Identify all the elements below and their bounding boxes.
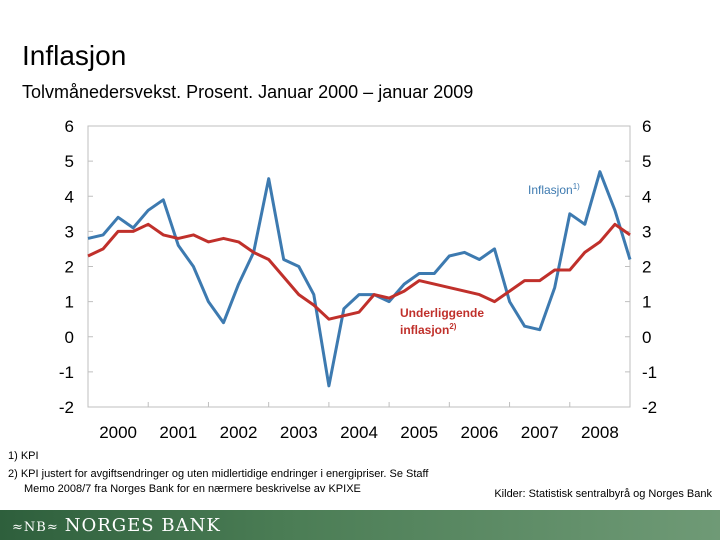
slide-subtitle: Tolvmånedersvekst. Prosent. Januar 2000 … xyxy=(22,82,474,102)
bank-name: NORGES BANK xyxy=(64,515,221,536)
y-tick-label-left: 2 xyxy=(65,258,74,277)
y-tick-label-left: -2 xyxy=(59,398,74,417)
y-tick-label-left: 1 xyxy=(65,293,74,312)
y-tick-label-right: 1 xyxy=(642,293,651,312)
y-tick-label-right: 0 xyxy=(642,328,651,347)
source-note: Kilder: Statistisk sentralbyrå og Norges… xyxy=(494,488,712,500)
series-line-underliggende xyxy=(87,222,631,321)
series-label-underliggende-line2: inflasjon2) xyxy=(400,322,457,337)
y-tick-label-right: 6 xyxy=(642,117,651,136)
norges-bank-logo: ≈NB≈ NORGES BANK xyxy=(12,515,221,536)
plot-frame xyxy=(87,125,631,408)
y-tick-label-left: 0 xyxy=(65,328,74,347)
y-tick-label-left: 6 xyxy=(65,117,74,136)
inflation-line-chart: -2 -2 -1 -1 0 0 1 1 2 2 3 3 4 4 5 5 6 6 2000 2001 2002 2003 20… xyxy=(59,117,657,442)
x-tick-label: 2001 xyxy=(159,423,197,442)
y-tick-label-right: 2 xyxy=(642,258,651,277)
series-label-inflasjon: Inflasjon1) xyxy=(528,182,580,197)
y-tick-label-left: 5 xyxy=(65,152,74,171)
y-tick-label-left: 3 xyxy=(65,222,74,241)
x-tick-label: 2006 xyxy=(461,423,499,442)
y-tick-label-right: 4 xyxy=(642,187,651,206)
slide-title: Inflasjon xyxy=(22,40,127,71)
y-tick-label-right: 3 xyxy=(642,222,651,241)
x-tick-label: 2007 xyxy=(521,423,559,442)
footnote-2: 2) KPI justert for avgiftsendringer og u… xyxy=(8,467,478,497)
x-tick-label: 2008 xyxy=(581,423,619,442)
y-tick-label-right: 5 xyxy=(642,152,651,171)
y-tick-label-left: 4 xyxy=(65,187,74,206)
y-tick-label-left: -1 xyxy=(59,363,74,382)
footer-bar: ≈NB≈ NORGES BANK xyxy=(0,510,720,540)
footnote-2-line1: 2) KPI justert for avgiftsendringer og u… xyxy=(8,468,429,480)
x-tick-label: 2005 xyxy=(400,423,438,442)
x-tick-label: 2004 xyxy=(340,423,378,442)
y-tick-label-right: -1 xyxy=(642,363,657,382)
y-tick-label-right: -2 xyxy=(642,398,657,417)
x-tick-label: 2002 xyxy=(220,423,258,442)
series-line-inflasjon xyxy=(87,170,632,388)
footnote-1: 1) KPI xyxy=(8,450,39,462)
series-label-underliggende-line1: Underliggende xyxy=(400,306,484,320)
norges-bank-emblem: ≈NB≈ xyxy=(12,520,59,535)
x-tick-label: 2000 xyxy=(99,423,137,442)
footnote-2-line2: Memo 2008/7 fra Norges Bank for en nærme… xyxy=(24,483,361,495)
x-tick-label: 2003 xyxy=(280,423,318,442)
